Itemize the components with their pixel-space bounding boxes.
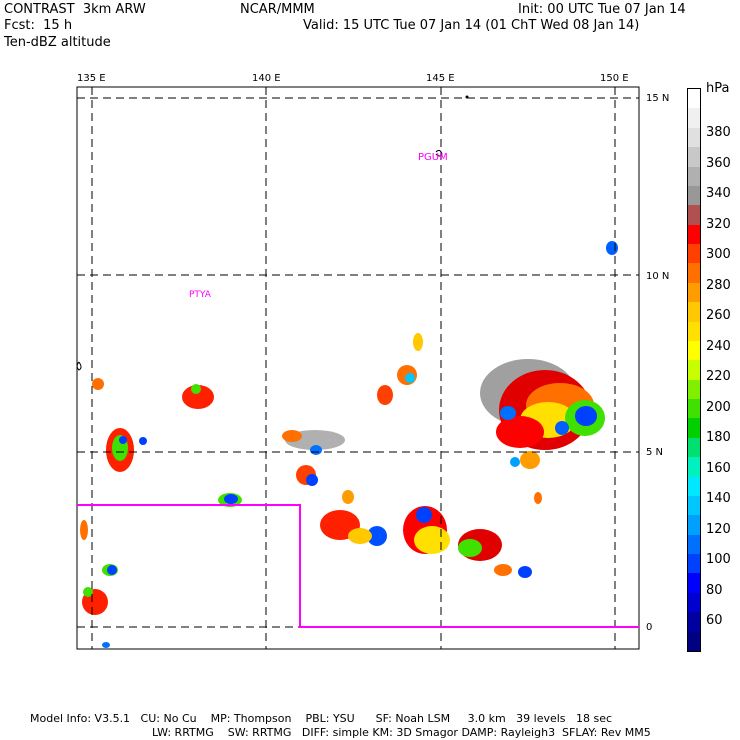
lon-label-150: 150 E	[600, 73, 629, 84]
colorbar-segment	[688, 166, 700, 187]
island-dot	[465, 95, 469, 99]
echo-cluster-east	[480, 359, 605, 504]
colorbar-segment	[688, 612, 700, 633]
colorbar-tick-label: 320	[706, 216, 731, 232]
colorbar-segment	[688, 418, 700, 439]
domain-boundary	[77, 504, 639, 628]
forecast-hour: Fcst: 15 h	[4, 18, 73, 33]
colorbar-segment	[688, 321, 700, 342]
colorbar-segment	[688, 282, 700, 303]
colorbar-segment	[688, 379, 700, 400]
colorbar-tick-label: 220	[706, 369, 731, 384]
colorbar-tick-label: 280	[706, 277, 731, 293]
guam-outline	[435, 149, 443, 157]
colorbar-tick-label: 60	[706, 613, 723, 628]
lat-label-5n: 5 N	[646, 447, 664, 458]
colorbar-segment	[688, 302, 700, 323]
colorbar-segment	[688, 263, 700, 284]
colorbar-tick-label: 140	[706, 491, 731, 506]
field-name: Ten-dBZ altitude	[4, 35, 111, 50]
colorbar-tick-label: 260	[706, 308, 731, 323]
colorbar-tick-label: 240	[706, 338, 731, 354]
station-label-ptya: PTYA	[189, 290, 211, 300]
colorbar-segment	[688, 205, 700, 226]
lon-label-145: 145 E	[426, 73, 455, 84]
lon-label-135: 135 E	[77, 73, 106, 84]
colorbar-tick-label: 120	[706, 521, 731, 537]
colorbar-segment	[688, 185, 700, 206]
colorbar-segment	[688, 534, 700, 555]
colorbar-tick-label: 380	[706, 125, 731, 140]
model-info-line2: LW: RRTMG SW: RRTMG DIFF: simple KM: 3D …	[152, 726, 651, 739]
colorbar-tick-label: 80	[706, 582, 723, 598]
colorbar	[687, 88, 701, 652]
colorbar-tick-label: 160	[706, 460, 731, 476]
valid-time: Valid: 15 UTC Tue 07 Jan 14 (01 ChT Wed …	[303, 18, 640, 33]
model-info-line1: Model Info: V3.5.1 CU: No Cu MP: Thompso…	[30, 712, 613, 725]
colorbar-tick-label: 340	[706, 186, 731, 201]
colorbar-segment	[688, 399, 700, 419]
colorbar-segment	[688, 360, 700, 381]
lat-label-10n: 10 N	[646, 271, 670, 282]
colorbar-segment	[688, 573, 700, 594]
colorbar-segment	[688, 340, 700, 361]
init-time: Init: 00 UTC Tue 07 Jan 14	[518, 2, 686, 17]
colorbar-tick-label: 360	[706, 155, 731, 171]
colorbar-tick-label: 100	[706, 552, 731, 567]
lat-lon-grid	[77, 87, 639, 649]
lat-label-15n: 15 N	[646, 93, 670, 104]
colorbar-segment	[688, 476, 700, 497]
colorbar-segment	[688, 127, 700, 148]
station-label-pgum: PGUM	[418, 152, 448, 163]
colorbar-segment	[688, 147, 700, 167]
colorbar-segment	[688, 515, 700, 536]
colorbar-tick-label: 180	[706, 430, 731, 445]
colorbar-segment	[688, 437, 700, 458]
colorbar-segment	[688, 244, 700, 264]
colorbar-segment	[688, 457, 700, 478]
colorbar-segment	[688, 495, 700, 516]
colorbar-segment	[688, 224, 700, 245]
lon-label-140: 140 E	[252, 73, 281, 84]
island-outline	[76, 361, 82, 371]
echo-cluster-mid	[218, 333, 423, 507]
colorbar-segment	[688, 592, 700, 613]
product-title: CONTRAST 3km ARW	[4, 2, 146, 17]
colorbar-tick-label: 300	[706, 247, 731, 262]
colorbar-unit: hPa	[706, 81, 730, 96]
colorbar-segment	[688, 631, 700, 652]
echo-cluster-center	[320, 506, 532, 578]
institution: NCAR/MMM	[240, 2, 315, 17]
colorbar-tick-label: 200	[706, 399, 731, 415]
colorbar-segment	[688, 108, 700, 129]
colorbar-segment	[688, 554, 700, 574]
colorbar-segment	[688, 89, 700, 109]
lat-label-0: 0	[646, 622, 653, 633]
